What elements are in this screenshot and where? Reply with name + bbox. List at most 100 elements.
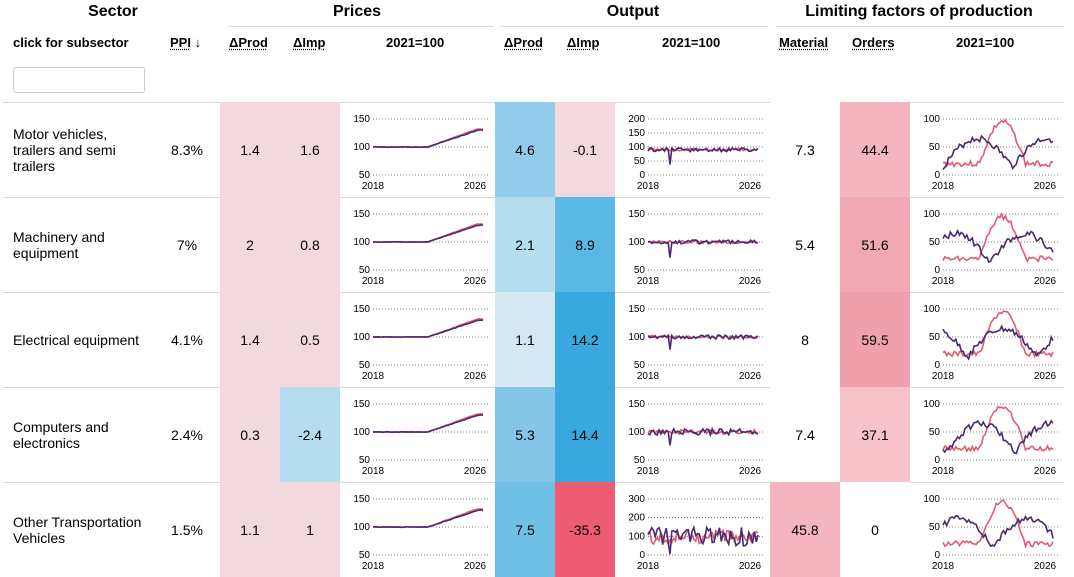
cell-material: 5.4 [770,197,840,292]
x-tick-label: 2018 [362,466,385,477]
column-header-output-dimp[interactable]: ΔImp [567,35,600,50]
sort-descending-icon: ↓ [194,35,202,50]
series-line [647,146,759,165]
y-tick-label: 50 [359,170,371,181]
x-tick-label: 2026 [1034,371,1057,382]
cell-p_dimp: 1 [280,482,340,577]
y-tick-label: 150 [628,399,645,410]
sector-name-link[interactable]: Computers and electronics [13,387,153,482]
y-tick-label: 100 [628,427,645,438]
y-tick-label: 0 [934,550,940,561]
cell-p_dimp: -2.4 [280,387,340,482]
x-tick-label: 2026 [1034,181,1057,192]
series-line [372,129,484,149]
sector-name: Electrical equipment [13,331,140,348]
series-line [372,222,484,244]
y-tick-label: 50 [359,360,371,371]
series-line [373,509,484,529]
y-tick-label: 50 [929,237,941,248]
cell-ppi: 4.1% [171,331,203,348]
series-line [942,405,1054,453]
x-tick-label: 2018 [932,181,955,192]
cell-o_dprod: 7.5 [495,482,555,577]
series-line [647,524,759,555]
cell-o_dimp: -35.3 [555,482,615,577]
series-line [372,414,483,434]
cell-p_dprod: 1.1 [220,482,280,577]
column-header-output-dprod[interactable]: ΔProd [504,35,543,50]
y-tick-label: 100 [353,522,370,533]
sector-name-link[interactable]: Electrical equipment [13,292,153,387]
series-line [647,238,759,258]
y-tick-label: 150 [353,209,370,220]
column-header-ppi[interactable]: PPI ↓ [170,35,202,50]
cell-p_dimp: 1.6 [280,102,340,197]
column-header-prices-dprod[interactable]: ΔProd [229,35,268,50]
sector-name-link[interactable]: Other Transportation Vehicles [13,482,153,577]
y-tick-label: 50 [634,156,646,167]
column-header-output-index: 2021=100 [662,35,721,50]
x-tick-label: 2026 [1034,276,1057,287]
sector-name-link[interactable]: Motor vehicles, trailers and semi traile… [13,102,153,197]
x-tick-label: 2018 [637,276,660,287]
series-line [372,412,484,434]
y-tick-label: 100 [923,114,940,125]
group-divider-limiting [776,26,1064,27]
column-header-orders[interactable]: Orders [852,35,895,50]
series-line [942,324,1054,361]
x-tick-label: 2026 [739,466,762,477]
y-tick-label: 150 [628,209,645,220]
series-line [372,224,484,244]
column-header-prices-dimp[interactable]: ΔImp [293,35,326,50]
subsector-filter-input[interactable] [13,67,145,93]
series-line [942,310,1054,359]
x-tick-label: 2026 [464,181,487,192]
cell-orders: 37.1 [840,387,910,482]
column-header-material[interactable]: Material [779,35,829,50]
y-tick-label: 50 [359,550,371,561]
cell-p_dimp: 0.8 [280,197,340,292]
cell-o_dimp: 14.4 [555,387,615,482]
y-tick-label: 200 [628,513,645,524]
y-tick-label: 150 [628,128,645,139]
y-tick-label: 50 [929,332,941,343]
x-tick-label: 2018 [932,561,955,572]
y-tick-label: 50 [929,142,941,153]
x-tick-label: 2018 [362,561,385,572]
y-tick-label: 50 [634,360,646,371]
group-divider-prices [228,26,494,27]
cell-orders: 59.5 [840,292,910,387]
cell-ppi: 2.4% [171,426,203,443]
column-header-subsector[interactable]: click for subsector [13,35,129,50]
y-tick-label: 150 [628,304,645,315]
y-tick-label: 300 [628,494,645,505]
group-header-sector: Sector [88,3,138,20]
x-tick-label: 2018 [637,371,660,382]
series-line [942,134,1054,171]
x-tick-label: 2018 [932,276,955,287]
column-header-limiting-index: 2021=100 [956,35,1015,50]
x-tick-label: 2026 [739,276,762,287]
cell-orders: 51.6 [840,197,910,292]
cell-ppi: 1.5% [171,521,203,538]
series-line [942,212,1054,264]
x-tick-label: 2018 [637,181,660,192]
sector-name-link[interactable]: Machinery and equipment [13,197,153,292]
y-tick-label: 100 [923,209,940,220]
y-tick-label: 150 [353,494,370,505]
y-tick-label: 50 [634,265,646,276]
y-tick-label: 100 [353,237,370,248]
y-tick-label: 100 [923,399,940,410]
cell-material: 8 [770,292,840,387]
sector-name: Motor vehicles, trailers and semi traile… [13,125,116,174]
series-line [372,317,484,339]
